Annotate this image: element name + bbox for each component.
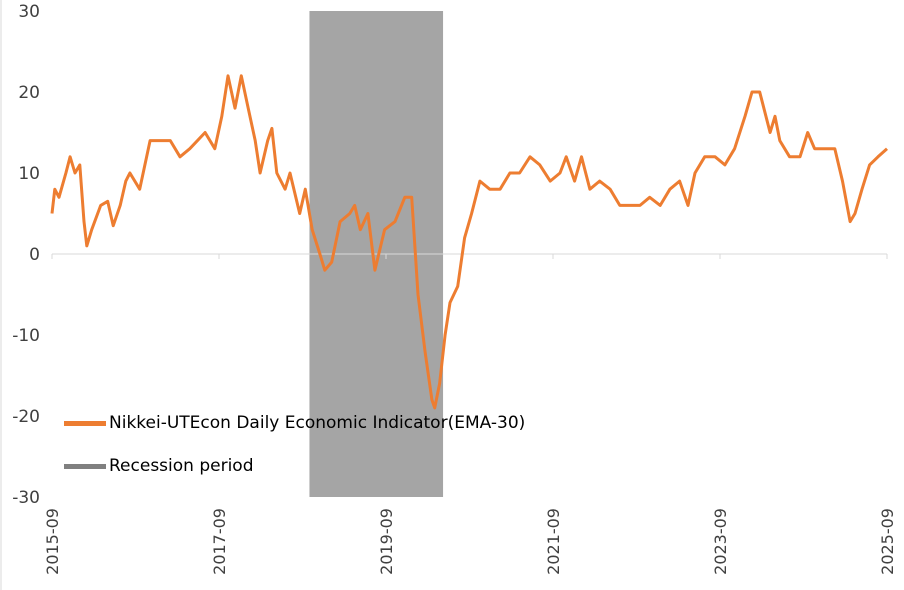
legend-item-indicator: Nikkei-UTEcon Daily Economic Indicator(E… <box>64 413 525 433</box>
y-tick-label: 30 <box>18 2 40 22</box>
x-tick-label: 2017-09 <box>210 508 229 575</box>
legend-swatch-gray <box>64 463 106 469</box>
y-tick-label: 0 <box>29 245 40 265</box>
y-tick-label: -30 <box>12 488 40 508</box>
legend-label: Nikkei-UTEcon Daily Economic Indicator(E… <box>109 413 526 433</box>
x-tick-label: 2025-09 <box>878 508 897 575</box>
legend-item-recession: Recession period <box>64 456 253 476</box>
y-tick-label: -10 <box>12 326 40 346</box>
y-tick-label: 10 <box>18 164 40 184</box>
x-tick-label: 2019-09 <box>377 508 396 575</box>
y-tick-label: -20 <box>12 407 40 427</box>
x-tick-label: 2015-09 <box>43 508 62 575</box>
legend-label: Recession period <box>109 456 254 476</box>
legend-swatch-orange <box>64 420 106 426</box>
y-tick-label: 20 <box>18 83 40 103</box>
indicator-line <box>50 74 889 410</box>
x-tick-label: 2023-09 <box>711 508 730 575</box>
x-tick-label: 2021-09 <box>544 508 563 575</box>
